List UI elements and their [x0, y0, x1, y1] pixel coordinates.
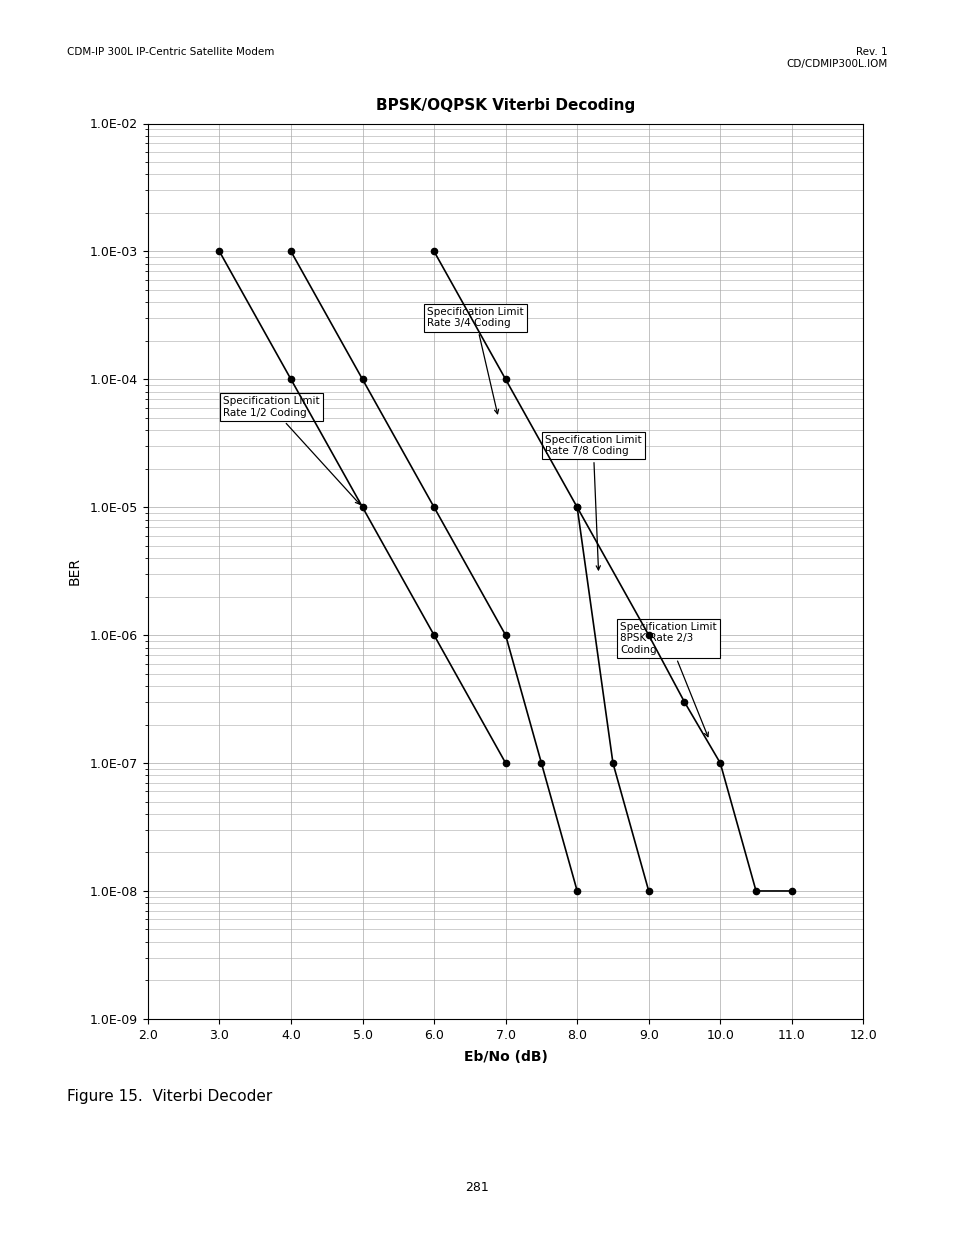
Text: CDM-IP 300L IP-Centric Satellite Modem: CDM-IP 300L IP-Centric Satellite Modem	[67, 47, 274, 57]
Text: 281: 281	[465, 1181, 488, 1194]
Text: Specification Limit
8PSK Rate 2/3
Coding: Specification Limit 8PSK Rate 2/3 Coding	[619, 621, 716, 736]
Text: Specification Limit
Rate 3/4 Coding: Specification Limit Rate 3/4 Coding	[427, 306, 523, 414]
Title: BPSK/OQPSK Viterbi Decoding: BPSK/OQPSK Viterbi Decoding	[375, 98, 635, 112]
Text: Rev. 1
CD/CDMIP300L.IOM: Rev. 1 CD/CDMIP300L.IOM	[785, 47, 886, 68]
Text: Specification Limit
Rate 7/8 Coding: Specification Limit Rate 7/8 Coding	[544, 435, 641, 569]
Y-axis label: BER: BER	[68, 557, 81, 585]
X-axis label: Eb/No (dB): Eb/No (dB)	[463, 1050, 547, 1063]
Text: Specification Limit
Rate 1/2 Coding: Specification Limit Rate 1/2 Coding	[223, 396, 359, 504]
Text: Figure 15.  Viterbi Decoder: Figure 15. Viterbi Decoder	[67, 1089, 272, 1104]
